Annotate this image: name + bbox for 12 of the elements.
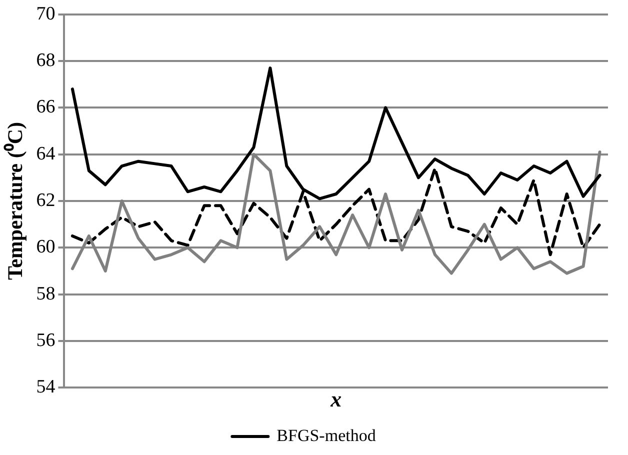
y-tick-label: 58: [36, 283, 56, 304]
x-axis-title: x: [330, 386, 342, 412]
y-tick-label: 62: [36, 190, 56, 211]
y-tick-label: 60: [36, 236, 56, 258]
y-tick-label: 68: [36, 50, 56, 72]
y-tick-label: 54: [36, 376, 56, 398]
y-tick-label: 64: [36, 143, 56, 164]
legend-label: BFGS-method: [276, 426, 376, 445]
y-tick-label: 56: [36, 330, 56, 351]
y-tick-label: 66: [36, 96, 56, 118]
y-axis-title: Temperature (⁰C): [3, 122, 28, 280]
y-tick-label: 70: [36, 3, 56, 24]
